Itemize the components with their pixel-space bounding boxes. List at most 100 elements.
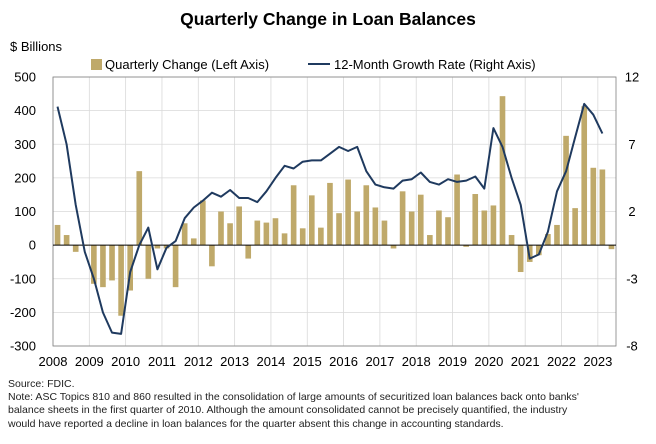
bar xyxy=(109,245,115,281)
y-left-tick-label: 0 xyxy=(29,238,36,253)
x-tick-label: 2017 xyxy=(365,354,394,369)
source-line: Source: FDIC. xyxy=(8,378,75,390)
bar xyxy=(481,210,488,246)
legend: Quarterly Change (Left Axis) 12-Month Gr… xyxy=(91,57,536,72)
bar xyxy=(209,245,215,267)
bar xyxy=(608,245,615,250)
x-tick-label: 2020 xyxy=(474,354,503,369)
bar xyxy=(136,171,143,246)
x-tick-label: 2013 xyxy=(220,354,249,369)
y-left-tick-label: -200 xyxy=(10,305,36,320)
x-tick-label: 2015 xyxy=(293,354,322,369)
bar xyxy=(245,245,252,259)
y-right-tick-label: -3 xyxy=(626,271,638,286)
bar xyxy=(272,218,279,246)
x-tick-label: 2022 xyxy=(547,354,576,369)
bar xyxy=(372,207,379,246)
bar xyxy=(390,245,397,249)
bar xyxy=(363,185,370,246)
x-tick-label: 2018 xyxy=(402,354,431,369)
bar xyxy=(263,222,270,246)
y-right-tick-label: 7 xyxy=(628,137,635,152)
x-tick-label: 2010 xyxy=(111,354,140,369)
bar xyxy=(54,224,61,246)
note-line-3: would have reported a decline in loan ba… xyxy=(8,417,504,430)
bar xyxy=(417,194,424,246)
bar xyxy=(381,220,388,246)
bar xyxy=(563,135,569,246)
y-left-tick-label: 400 xyxy=(14,103,36,118)
y-left-tick-label: -100 xyxy=(10,271,36,286)
bar xyxy=(427,235,433,246)
y-axis-left-label: $ Billions xyxy=(10,39,63,54)
x-tick-label: 2009 xyxy=(75,354,104,369)
y-left-tick-label: 100 xyxy=(14,204,36,219)
bar xyxy=(181,223,188,246)
bar xyxy=(599,169,606,246)
y-right-tick-label: 2 xyxy=(628,204,635,219)
legend-bar-label: Quarterly Change (Left Axis) xyxy=(105,57,269,72)
bar xyxy=(436,210,442,246)
bar xyxy=(581,106,588,246)
x-tick-label: 2019 xyxy=(438,354,467,369)
bar xyxy=(145,245,152,279)
bar xyxy=(190,238,197,246)
tick-labels: -300 -200 -100 0 100 200 300 400 500 -8 -3 2 7 12 2008… xyxy=(10,70,639,370)
bar xyxy=(254,220,261,246)
bar xyxy=(463,245,469,247)
x-tick-label: 2008 xyxy=(39,354,68,369)
bar xyxy=(572,208,578,246)
bar xyxy=(445,217,451,246)
legend-line-label: 12-Month Growth Rate (Right Axis) xyxy=(334,57,536,72)
x-tick-label: 2023 xyxy=(583,354,612,369)
x-tick-label: 2014 xyxy=(256,354,285,369)
bar xyxy=(290,185,297,246)
bar xyxy=(535,245,542,256)
bar xyxy=(200,200,206,246)
bar xyxy=(590,167,597,246)
y-right-tick-label: 12 xyxy=(625,70,639,85)
bar xyxy=(127,245,134,291)
bar xyxy=(454,174,460,246)
axes xyxy=(52,76,617,347)
bar xyxy=(399,191,406,246)
x-tick-label: 2012 xyxy=(184,354,213,369)
bar xyxy=(318,227,324,246)
y-left-tick-label: 300 xyxy=(14,137,36,152)
x-tick-label: 2016 xyxy=(329,354,358,369)
bar xyxy=(218,211,224,246)
bar xyxy=(72,245,79,252)
bar xyxy=(236,206,242,246)
bar xyxy=(100,245,106,288)
bar xyxy=(517,245,524,273)
line-series xyxy=(56,102,604,335)
bar xyxy=(408,211,415,246)
legend-bar-swatch xyxy=(91,59,102,70)
bar xyxy=(336,213,342,246)
bar xyxy=(508,235,515,246)
bar xyxy=(154,245,161,249)
bar xyxy=(118,245,124,316)
plot-frame xyxy=(52,76,617,347)
y-left-tick-label: 200 xyxy=(14,170,36,185)
note-line-2: balance sheets in the first quarter of 2… xyxy=(8,404,568,417)
y-left-tick-label: 500 xyxy=(14,70,36,85)
bar xyxy=(327,182,333,246)
bar xyxy=(63,235,70,246)
bar xyxy=(299,228,306,246)
bar xyxy=(308,195,315,246)
bar xyxy=(545,234,551,246)
y-left-tick-label: -300 xyxy=(10,339,36,354)
bar-series xyxy=(54,96,615,316)
chart-title: Quarterly Change in Loan Balances xyxy=(180,9,476,29)
bar xyxy=(499,96,506,246)
y-right-tick-label: -8 xyxy=(626,339,638,354)
source-note: Source: FDIC. Note: ASC Topics 810 and 8… xyxy=(8,378,648,431)
x-tick-label: 2021 xyxy=(511,354,540,369)
x-tick-label: 2011 xyxy=(148,354,176,369)
bar xyxy=(281,233,288,246)
growth-rate-line xyxy=(56,102,604,335)
bar xyxy=(354,211,361,246)
bar xyxy=(91,245,97,284)
